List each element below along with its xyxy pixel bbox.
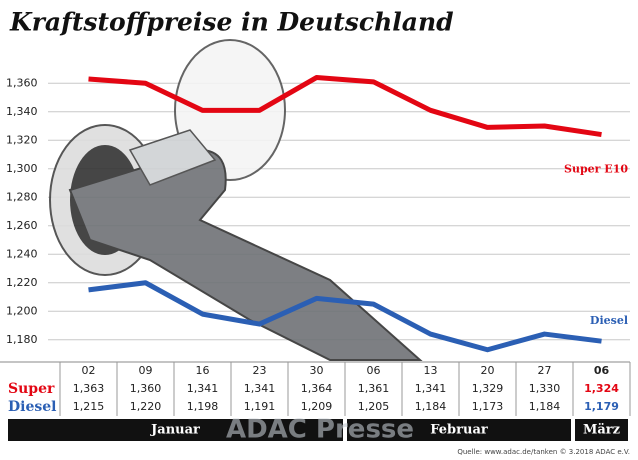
- x-tick-label: 02: [82, 364, 96, 377]
- value-label: 1,215: [73, 400, 105, 413]
- source: Quelle: www.adac.de/tanken © 3.2018 ADAC…: [457, 448, 630, 456]
- chart-title: Kraftstoffpreise in Deutschland: [9, 8, 454, 37]
- value-label: 1,330: [529, 382, 561, 395]
- y-tick-label: 1,300: [6, 162, 38, 175]
- month-bar: [8, 419, 343, 441]
- x-tick-label: 06: [594, 364, 610, 377]
- value-label: 1,360: [130, 382, 162, 395]
- y-tick-label: 1,260: [6, 219, 38, 232]
- x-tick-label: 16: [196, 364, 210, 377]
- value-label: 1,220: [130, 400, 162, 413]
- y-tick-label: 1,180: [6, 333, 38, 346]
- x-tick-label: 30: [310, 364, 324, 377]
- row-label: Diesel: [8, 399, 56, 415]
- x-tick-label: 27: [538, 364, 552, 377]
- value-label: 1,341: [244, 382, 276, 395]
- y-tick-label: 1,220: [6, 276, 38, 289]
- month-bar: [347, 419, 571, 441]
- value-label: 1,198: [187, 400, 219, 413]
- value-label: 1,341: [415, 382, 447, 395]
- month-label: Februar: [430, 423, 488, 438]
- x-tick-label: 09: [139, 364, 153, 377]
- y-tick-label: 1,360: [6, 76, 38, 89]
- y-tick-label: 1,240: [6, 247, 38, 260]
- value-label: 1,209: [301, 400, 333, 413]
- x-tick-label: 23: [253, 364, 267, 377]
- y-tick-label: 1,340: [6, 105, 38, 118]
- series-line: [88, 75, 602, 138]
- value-label: 1,179: [584, 400, 619, 413]
- series-line: [88, 280, 602, 353]
- value-label: 1,191: [244, 400, 276, 413]
- row-label: Super: [8, 381, 55, 397]
- value-label: 1,329: [472, 382, 504, 395]
- month-label: Januar: [150, 423, 200, 438]
- x-tick-label: 06: [367, 364, 381, 377]
- value-label: 1,184: [529, 400, 561, 413]
- month-bar: [575, 419, 628, 441]
- y-tick-label: 1,320: [6, 133, 38, 146]
- value-label: 1,341: [187, 382, 219, 395]
- watermark: ADAC Presse: [226, 415, 414, 445]
- series-label: Diesel: [590, 314, 628, 327]
- y-tick-label: 1,280: [6, 190, 38, 203]
- value-label: 1,361: [358, 382, 390, 395]
- x-tick-label: 20: [481, 364, 495, 377]
- series-label: Super E10: [564, 163, 628, 176]
- y-tick-label: 1,200: [6, 304, 38, 317]
- x-tick-label: 13: [424, 364, 438, 377]
- value-label: 1,205: [358, 400, 390, 413]
- value-label: 1,324: [584, 382, 619, 395]
- month-label: März: [583, 423, 620, 438]
- value-label: 1,184: [415, 400, 447, 413]
- value-label: 1,364: [301, 382, 333, 395]
- value-label: 1,363: [73, 382, 105, 395]
- value-label: 1,173: [472, 400, 504, 413]
